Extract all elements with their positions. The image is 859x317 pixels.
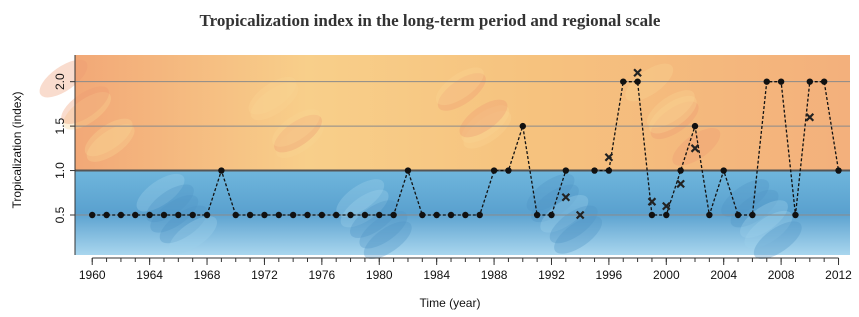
x-tick-label: 2012	[825, 268, 852, 282]
point	[362, 212, 368, 218]
point	[448, 212, 454, 218]
point	[692, 123, 698, 129]
point	[347, 212, 353, 218]
point	[677, 167, 683, 173]
point	[189, 212, 195, 218]
x-tick-label: 1972	[251, 268, 278, 282]
background-bands	[34, 53, 850, 266]
y-tick-label: 0.5	[53, 206, 67, 223]
chart-title: Tropicalization index in the long-term p…	[200, 11, 661, 30]
point	[534, 212, 540, 218]
point	[161, 212, 167, 218]
point	[548, 212, 554, 218]
point	[706, 212, 712, 218]
point	[261, 212, 267, 218]
point	[132, 212, 138, 218]
point	[735, 212, 741, 218]
point	[333, 212, 339, 218]
point	[118, 212, 124, 218]
x-tick-label: 1980	[366, 268, 393, 282]
x-tick-label: 1984	[423, 268, 450, 282]
x-tick-label: 2004	[710, 268, 737, 282]
point	[807, 78, 813, 84]
point	[462, 212, 468, 218]
point	[103, 212, 109, 218]
point	[821, 78, 827, 84]
point	[764, 78, 770, 84]
x-axis-label: Time (year)	[420, 296, 481, 310]
x-tick-label: 2000	[653, 268, 680, 282]
x-tick-label: 1988	[481, 268, 508, 282]
point	[276, 212, 282, 218]
x-tick-label: 2008	[768, 268, 795, 282]
point	[319, 212, 325, 218]
point	[778, 78, 784, 84]
point	[390, 212, 396, 218]
y-axis-label: Tropicalization (index)	[10, 92, 24, 209]
point	[290, 212, 296, 218]
point	[204, 212, 210, 218]
x-tick-label: 1992	[538, 268, 565, 282]
point	[663, 212, 669, 218]
point	[247, 212, 253, 218]
x-tick-label: 1960	[79, 268, 106, 282]
point	[749, 212, 755, 218]
point	[304, 212, 310, 218]
point	[491, 167, 497, 173]
point	[477, 212, 483, 218]
x-tick-label: 1968	[194, 268, 221, 282]
point	[233, 212, 239, 218]
point	[792, 212, 798, 218]
point	[634, 78, 640, 84]
point	[520, 123, 526, 129]
point	[433, 212, 439, 218]
point	[175, 212, 181, 218]
point	[405, 167, 411, 173]
x-tick-label: 1976	[309, 268, 336, 282]
point	[218, 167, 224, 173]
x-tick-label: 1996	[596, 268, 623, 282]
point	[721, 167, 727, 173]
point	[419, 212, 425, 218]
point	[376, 212, 382, 218]
point	[505, 167, 511, 173]
point	[89, 212, 95, 218]
point	[591, 167, 597, 173]
chart: Tropicalization index in the long-term p…	[0, 0, 859, 317]
point	[649, 212, 655, 218]
y-tick-label: 1.0	[53, 162, 67, 179]
y-tick-label: 2.0	[53, 73, 67, 90]
x-tick-label: 1964	[136, 268, 163, 282]
point	[835, 167, 841, 173]
point	[620, 78, 626, 84]
point	[146, 212, 152, 218]
point	[563, 167, 569, 173]
y-tick-label: 1.5	[53, 117, 67, 134]
point	[606, 167, 612, 173]
